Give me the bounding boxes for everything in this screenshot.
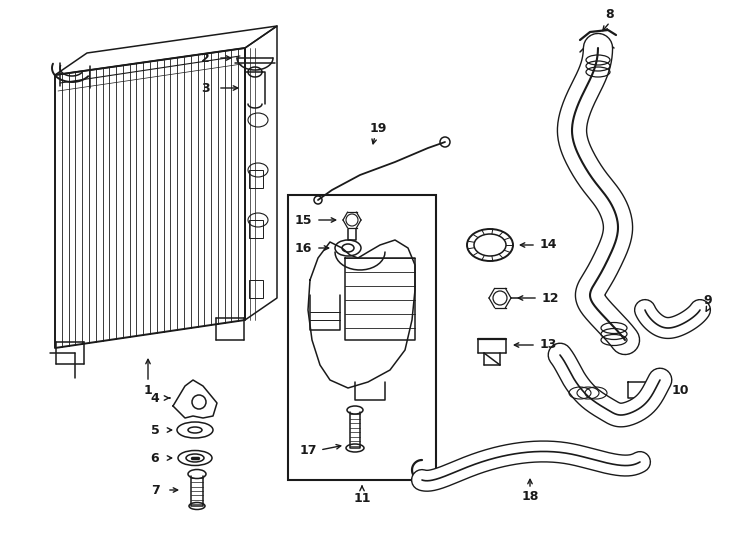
Circle shape bbox=[346, 214, 358, 226]
Ellipse shape bbox=[335, 240, 361, 256]
Text: 15: 15 bbox=[294, 213, 312, 226]
Text: 7: 7 bbox=[150, 483, 159, 496]
Ellipse shape bbox=[178, 450, 212, 465]
Text: 13: 13 bbox=[539, 339, 556, 352]
Ellipse shape bbox=[342, 244, 354, 252]
Text: 5: 5 bbox=[150, 423, 159, 436]
Text: 19: 19 bbox=[369, 122, 387, 134]
Text: 12: 12 bbox=[541, 292, 559, 305]
Ellipse shape bbox=[186, 454, 204, 462]
Text: 16: 16 bbox=[294, 241, 312, 254]
Circle shape bbox=[440, 137, 450, 147]
Text: 10: 10 bbox=[672, 383, 688, 396]
Circle shape bbox=[314, 196, 322, 204]
Text: 17: 17 bbox=[299, 443, 317, 456]
Ellipse shape bbox=[177, 422, 213, 438]
Ellipse shape bbox=[467, 229, 513, 261]
Ellipse shape bbox=[347, 406, 363, 414]
Text: 9: 9 bbox=[704, 294, 712, 307]
Bar bbox=[249, 170, 263, 188]
Ellipse shape bbox=[188, 469, 206, 478]
Ellipse shape bbox=[189, 503, 205, 510]
Text: 3: 3 bbox=[200, 82, 209, 94]
Text: 2: 2 bbox=[200, 51, 209, 64]
Text: 4: 4 bbox=[150, 392, 159, 404]
Text: 11: 11 bbox=[353, 491, 371, 504]
Text: 14: 14 bbox=[539, 239, 557, 252]
Text: 6: 6 bbox=[150, 451, 159, 464]
Ellipse shape bbox=[474, 234, 506, 256]
Ellipse shape bbox=[346, 444, 364, 452]
Circle shape bbox=[493, 291, 507, 305]
Bar bbox=[288, 195, 436, 480]
Bar bbox=[249, 280, 263, 298]
Text: 18: 18 bbox=[521, 490, 539, 503]
Text: 8: 8 bbox=[606, 8, 614, 21]
Bar bbox=[249, 220, 263, 238]
Ellipse shape bbox=[188, 427, 202, 433]
Text: 1: 1 bbox=[144, 383, 153, 396]
